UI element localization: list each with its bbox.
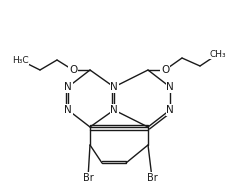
Text: N: N [110,105,118,115]
Text: N: N [64,105,72,115]
Text: Br: Br [83,173,93,183]
Text: O: O [161,65,169,75]
Text: Br: Br [147,173,157,183]
Text: O: O [69,65,77,75]
Text: N: N [64,82,72,92]
Text: H₃C: H₃C [12,56,28,65]
Text: CH₃: CH₃ [210,50,226,58]
Text: N: N [166,105,174,115]
Text: N: N [110,82,118,92]
Text: N: N [166,82,174,92]
